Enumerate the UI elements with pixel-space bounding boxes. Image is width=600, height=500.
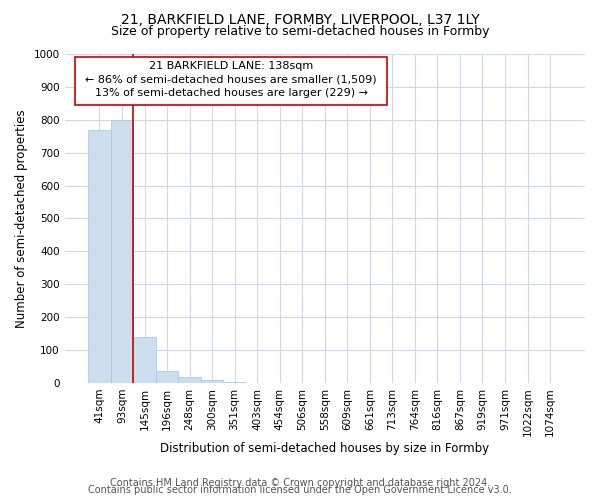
Text: Contains HM Land Registry data © Crown copyright and database right 2024.: Contains HM Land Registry data © Crown c… xyxy=(110,478,490,488)
Text: Size of property relative to semi-detached houses in Formby: Size of property relative to semi-detach… xyxy=(111,25,489,38)
Bar xyxy=(178,377,201,383)
Y-axis label: Number of semi-detached properties: Number of semi-detached properties xyxy=(15,109,28,328)
Bar xyxy=(223,382,246,383)
FancyBboxPatch shape xyxy=(75,58,387,105)
Text: Contains public sector information licensed under the Open Government Licence v3: Contains public sector information licen… xyxy=(88,485,512,495)
X-axis label: Distribution of semi-detached houses by size in Formby: Distribution of semi-detached houses by … xyxy=(160,442,490,455)
Text: 21 BARKFIELD LANE: 138sqm: 21 BARKFIELD LANE: 138sqm xyxy=(149,61,313,71)
Text: 13% of semi-detached houses are larger (229) →: 13% of semi-detached houses are larger (… xyxy=(95,88,368,99)
Bar xyxy=(88,130,111,383)
Text: 21, BARKFIELD LANE, FORMBY, LIVERPOOL, L37 1LY: 21, BARKFIELD LANE, FORMBY, LIVERPOOL, L… xyxy=(121,12,479,26)
Bar xyxy=(156,372,178,383)
Bar xyxy=(111,120,133,383)
Text: ← 86% of semi-detached houses are smaller (1,509): ← 86% of semi-detached houses are smalle… xyxy=(85,75,377,85)
Bar xyxy=(201,380,223,383)
Bar xyxy=(133,337,156,383)
